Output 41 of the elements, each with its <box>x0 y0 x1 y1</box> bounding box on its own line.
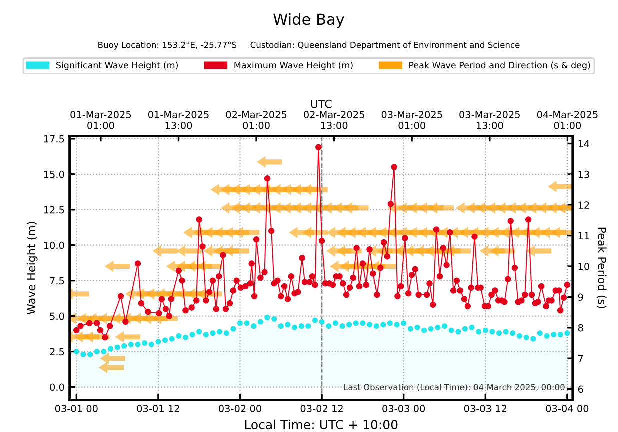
y-axis-title: Wave Height (m) <box>27 222 38 315</box>
y-tick-label: 12.5 <box>44 206 64 214</box>
x-tick-label: 03-02 00 <box>219 405 262 412</box>
x2-tick-label: 01-Mar-2025 01:00 <box>70 111 132 130</box>
y2-tick-label: 11 <box>578 232 590 240</box>
y2-tick-label: 13 <box>578 170 590 178</box>
x-tick-label: 03-01 00 <box>55 405 98 412</box>
y2-tick-label: 14 <box>578 140 590 148</box>
x2-tick-label: 01-Mar-2025 13:00 <box>148 111 209 130</box>
legend-label: Maximum Wave Height (m) <box>234 62 353 70</box>
y-tick-label: 2.5 <box>50 348 64 356</box>
y-tick-label: 0.0 <box>50 384 64 392</box>
x2-tick-label: 02-Mar-2025 13:00 <box>304 111 364 130</box>
y2-tick-label: 10 <box>578 263 590 270</box>
x-tick-label: 03-04 00 <box>546 405 589 412</box>
y2-tick-label: 6 <box>578 386 584 394</box>
x-axis-title: Local Time: UTC + 10:00 <box>245 420 398 430</box>
y2-tick-label: 12 <box>578 202 590 209</box>
x2-tick-label: 04-Mar-2025 01:00 <box>537 111 598 130</box>
y-tick-label: 10.0 <box>44 242 64 250</box>
x2-axis-title: UTC <box>311 100 332 108</box>
y-tick-label: 15.0 <box>44 170 64 178</box>
x-tick-label: 03-01 12 <box>137 405 180 412</box>
x2-tick-label: 03-Mar-2025 13:00 <box>460 111 520 130</box>
x2-tick-label: 02-Mar-2025 01:00 <box>226 111 287 130</box>
x2-tick-label: 03-Mar-2025 01:00 <box>382 111 442 130</box>
y2-tick-label: 7 <box>578 355 584 362</box>
annotation: Last Observation (Local Time): 04 March 2025, 00:00 <box>344 384 565 392</box>
y2-tick-label: 9 <box>578 294 584 302</box>
chart-title: Wide Bay <box>274 13 344 28</box>
chart-subtitle: Buoy Location: 153.2°E, -25.77°S Custodian: Queensland Department of Environment and Science <box>98 42 520 50</box>
y2-tick-label: 8 <box>578 324 584 332</box>
y-tick-label: 7.5 <box>50 277 64 285</box>
x-tick-label: 03-03 00 <box>382 405 426 412</box>
legend-label: Peak Wave Period and Direction (s & deg) <box>410 62 590 70</box>
x-tick-label: 03-02 12 <box>300 405 343 412</box>
y-tick-label: 17.5 <box>44 136 64 143</box>
y2-axis-title: Peak Period (s) <box>596 228 607 308</box>
y-tick-label: 5.0 <box>50 312 64 320</box>
legend-label: Significant Wave Height (m) <box>56 62 178 70</box>
x-tick-label: 03-03 12 <box>464 405 507 412</box>
